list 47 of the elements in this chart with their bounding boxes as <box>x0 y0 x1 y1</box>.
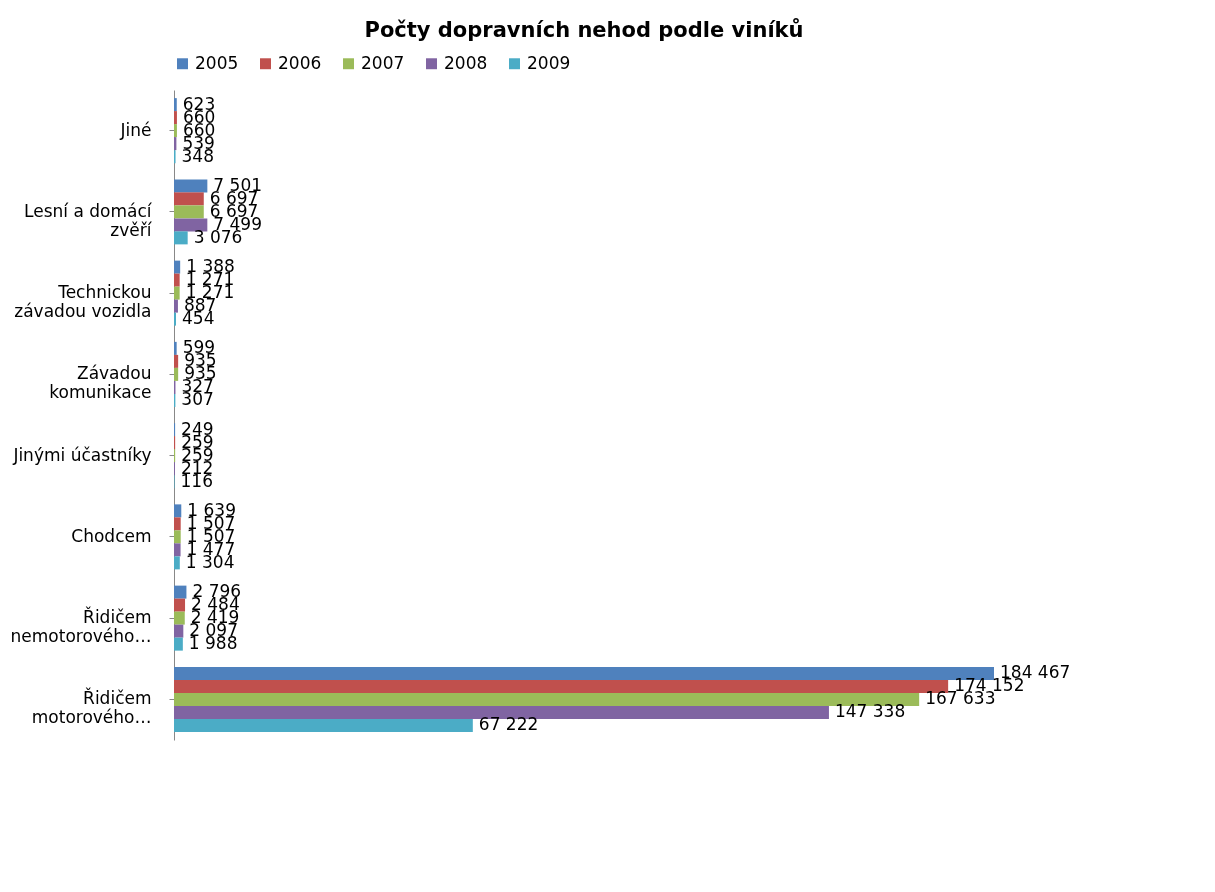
legend-label: 2005 <box>195 52 239 73</box>
bar <box>174 341 177 355</box>
bar <box>174 231 188 245</box>
bar <box>174 598 186 612</box>
y-tick-label: Lesní a domácí zvěří <box>24 200 153 240</box>
bar <box>174 124 177 138</box>
bar <box>174 624 184 638</box>
bar <box>174 111 177 125</box>
legend-label: 2006 <box>278 52 322 73</box>
y-tick-label: Technickou závadou vozidla <box>14 282 152 322</box>
bar <box>174 218 208 232</box>
bar <box>174 205 204 219</box>
bar <box>174 585 187 599</box>
bar <box>174 98 177 112</box>
bar <box>174 543 181 557</box>
bar <box>174 718 473 732</box>
y-tick-label: Jiné <box>119 119 152 140</box>
y-tick-label: Řidičem motorového… <box>31 687 152 728</box>
y-tick-label: Jinými účastníky <box>12 444 152 465</box>
bar <box>174 611 185 625</box>
y-tick-label: Řidičem nemotorového… <box>10 606 152 647</box>
data-label: 147 338 <box>834 701 906 722</box>
bar <box>174 299 178 313</box>
legend-label: 2008 <box>444 52 488 73</box>
y-tick-label: Chodcem <box>71 525 152 546</box>
legend-label: 2009 <box>527 52 571 73</box>
bar <box>174 179 208 193</box>
bar <box>174 367 179 381</box>
bar <box>174 517 181 531</box>
bar <box>174 705 829 719</box>
bar <box>174 530 181 544</box>
bar <box>174 666 994 680</box>
chart-title: Počty dopravních nehod podle viníků <box>364 18 804 42</box>
bar <box>174 312 177 326</box>
bar <box>174 679 949 693</box>
bar <box>174 504 182 518</box>
bar <box>174 692 920 706</box>
bar <box>174 354 179 368</box>
bar <box>174 192 204 206</box>
data-label: 67 222 <box>478 714 539 735</box>
bar <box>174 286 180 300</box>
y-tick-label: Závadou komunikace <box>49 363 152 403</box>
bar <box>174 637 183 651</box>
bar <box>174 260 181 274</box>
bar <box>174 273 180 287</box>
bar <box>174 556 180 570</box>
legend-label: 2007 <box>361 52 405 73</box>
